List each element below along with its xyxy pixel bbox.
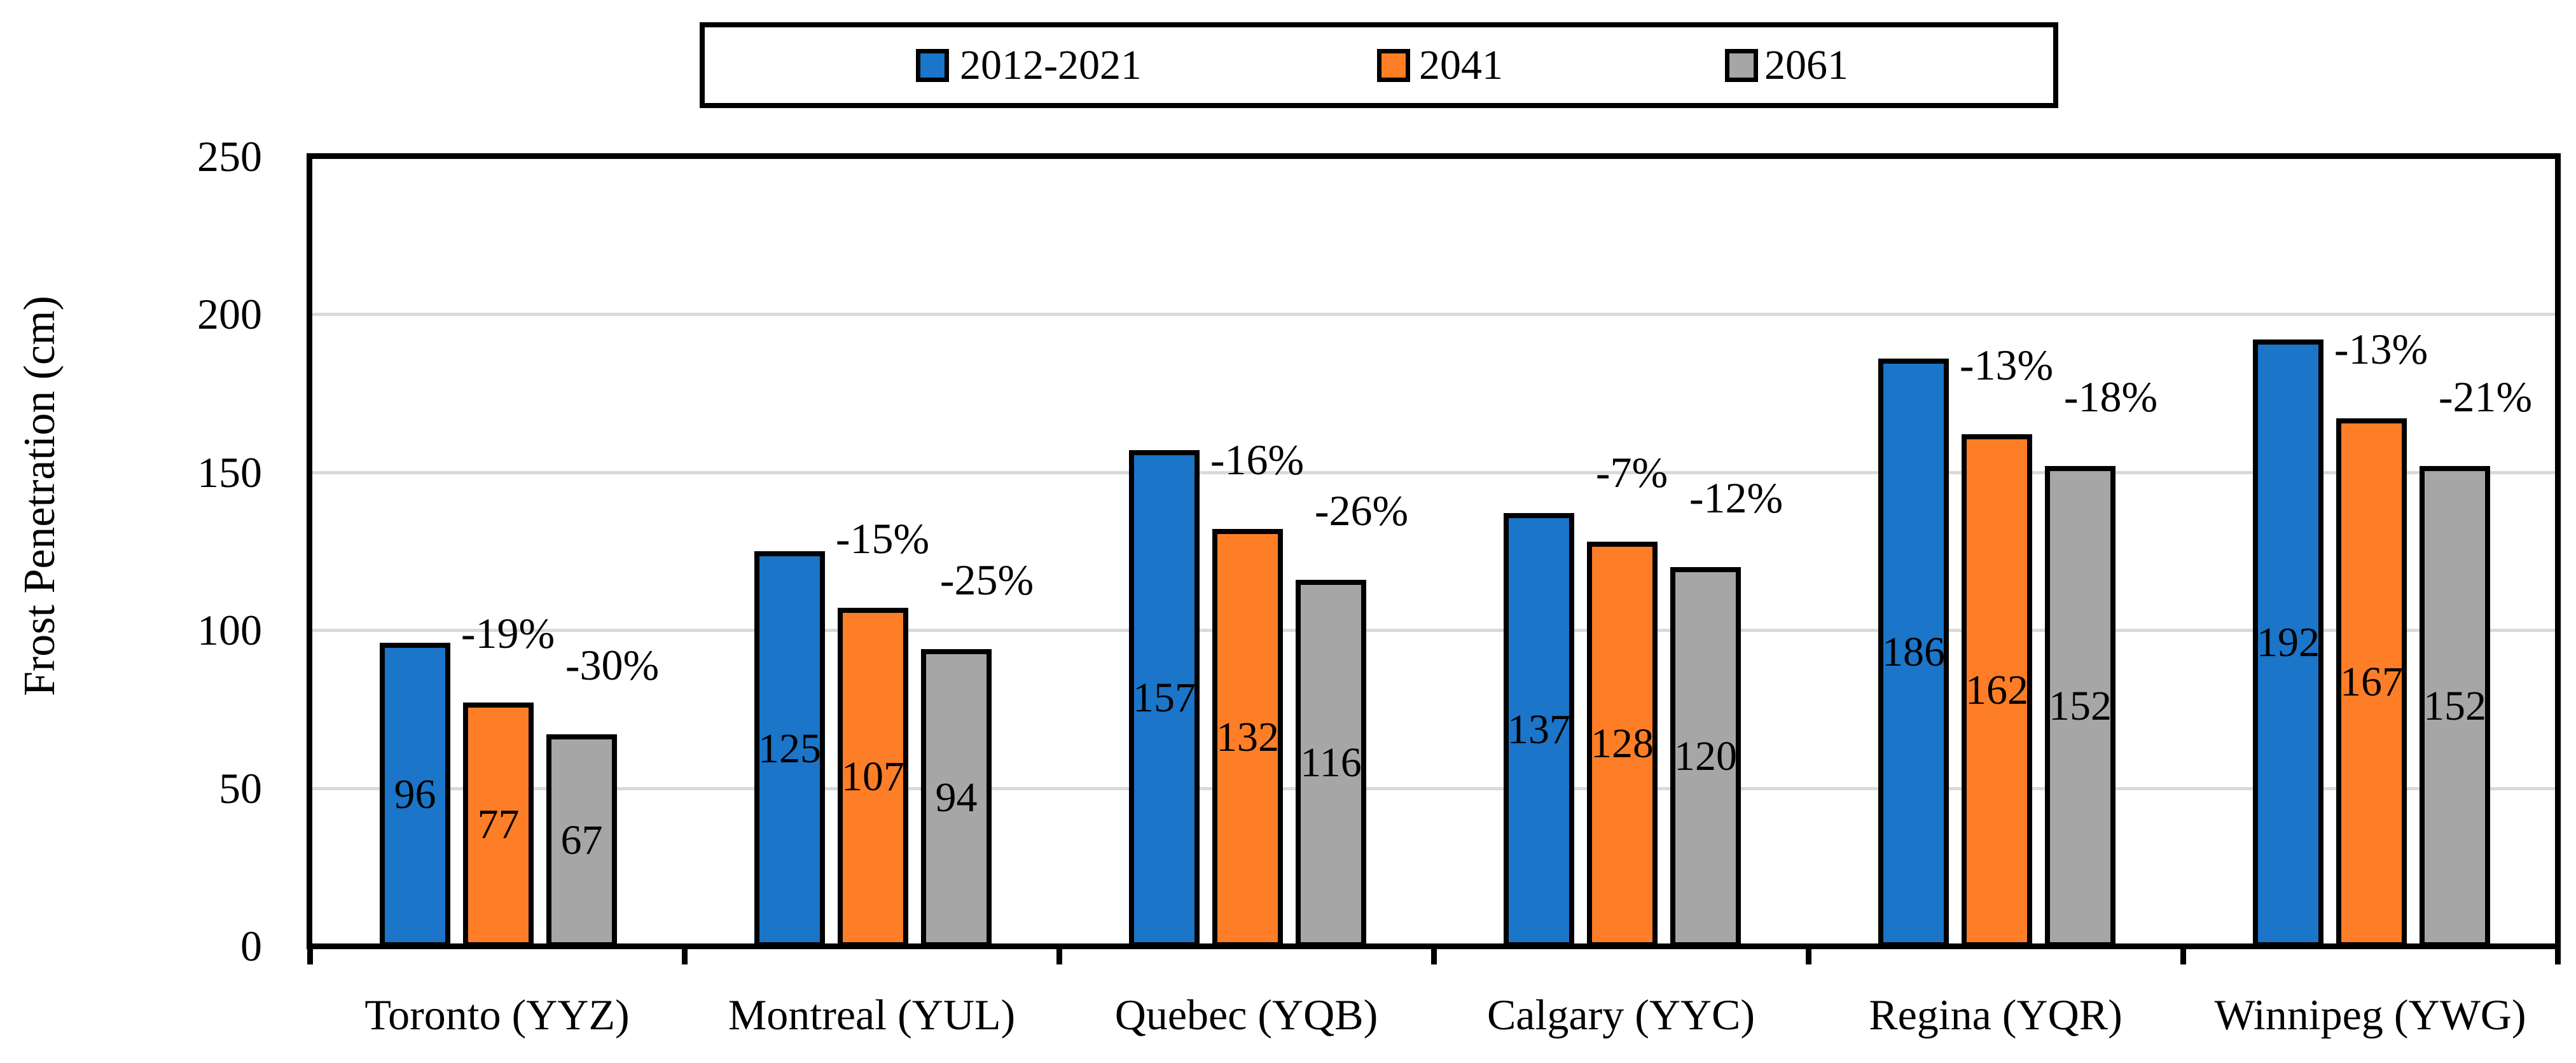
pct-change-label: -19% (460, 609, 555, 657)
bar (838, 608, 908, 947)
bar-value-label: 162 (1965, 667, 2028, 713)
gridline (312, 471, 2555, 474)
y-axis-tick-label: 200 (197, 290, 262, 338)
x-axis-category-label: Regina (YQR) (1869, 991, 2122, 1039)
bar-value-label: 107 (841, 753, 904, 800)
bar-value-label: 137 (1507, 706, 1570, 753)
y-axis-tick-label: 250 (197, 132, 262, 181)
pct-change-label: -21% (2438, 373, 2533, 421)
bar-value-label: 192 (2257, 619, 2320, 666)
gridline (312, 629, 2555, 632)
pct-change-label: -16% (1210, 435, 1305, 484)
y-axis-tick-label: 50 (219, 764, 262, 813)
x-axis-tick (307, 949, 313, 964)
legend-series-label: 2041 (1419, 41, 1503, 88)
bar-value-label: 152 (2049, 683, 2112, 729)
bar (1587, 542, 1658, 947)
bar-value-label: 167 (2340, 659, 2403, 705)
bar (2045, 466, 2116, 947)
bar-value-label: 152 (2423, 683, 2486, 729)
pct-change-label: -30% (565, 641, 660, 689)
bar-value-label: 128 (1591, 720, 1654, 767)
bar (754, 551, 825, 947)
bar-value-label: 157 (1133, 675, 1196, 721)
bar (1962, 434, 2032, 947)
bar (1670, 567, 1741, 947)
x-axis-tick (2180, 949, 2186, 964)
y-axis-tick-label: 100 (197, 606, 262, 654)
bar (1504, 513, 1574, 947)
y-axis-tick-label: 150 (197, 448, 262, 497)
legend-series-label: 2012-2021 (960, 41, 1142, 88)
bar (2336, 418, 2407, 947)
bar (1129, 450, 1200, 947)
x-axis-tick (1056, 949, 1062, 964)
plot-area (307, 153, 2561, 949)
bar-value-label: 125 (758, 725, 821, 772)
x-axis-tick (1431, 949, 1437, 964)
bar (1878, 359, 1949, 947)
pct-change-label: -26% (1314, 486, 1409, 535)
legend-swatch (1377, 48, 1410, 82)
x-axis-category-label: Calgary (YYC) (1486, 991, 1755, 1039)
x-axis-category-label: Toronto (YYZ) (364, 991, 630, 1039)
bar (380, 643, 450, 947)
bar-value-label: 132 (1216, 714, 1279, 760)
y-axis-title: Frost Penetration (cm) (15, 296, 64, 696)
bar (2253, 339, 2323, 947)
x-axis-tick (1806, 949, 1811, 964)
bar-value-label: 120 (1674, 733, 1737, 779)
gridline (312, 787, 2555, 790)
bar (921, 649, 992, 947)
x-axis-tick (2555, 949, 2561, 964)
legend-series-label: 2061 (1764, 41, 1848, 88)
x-axis-category-label: Winnipeg (YWG) (2214, 991, 2526, 1039)
pct-change-label: -25% (939, 556, 1034, 604)
bar-value-label: 186 (1882, 629, 1945, 675)
x-axis-category-label: Quebec (YQB) (1114, 991, 1378, 1039)
gridline (312, 313, 2555, 316)
bar (546, 734, 617, 947)
bar (1296, 580, 1366, 947)
bar-value-label: 96 (394, 771, 436, 818)
bar-value-label: 67 (560, 817, 603, 863)
bar-value-label: 94 (935, 774, 978, 821)
bar-value-label: 77 (477, 801, 520, 847)
bar (463, 703, 534, 947)
pct-change-label: -13% (2334, 325, 2428, 373)
bar-value-label: 116 (1300, 739, 1362, 786)
pct-change-label: -15% (835, 514, 930, 563)
bar (2420, 466, 2490, 947)
x-axis-tick (682, 949, 688, 964)
bar (1212, 529, 1283, 947)
pct-change-label: -7% (1595, 448, 1668, 497)
pct-change-label: -13% (1959, 341, 2054, 389)
pct-change-label: -18% (2063, 373, 2158, 421)
x-axis-category-label: Montreal (YUL) (728, 991, 1016, 1039)
legend-swatch (916, 48, 949, 82)
pct-change-label: -12% (1689, 474, 1783, 522)
legend-swatch (1725, 48, 1758, 82)
legend: 2012-2021 2041 2061 (700, 22, 2058, 108)
y-axis-tick-label: 0 (240, 922, 262, 970)
